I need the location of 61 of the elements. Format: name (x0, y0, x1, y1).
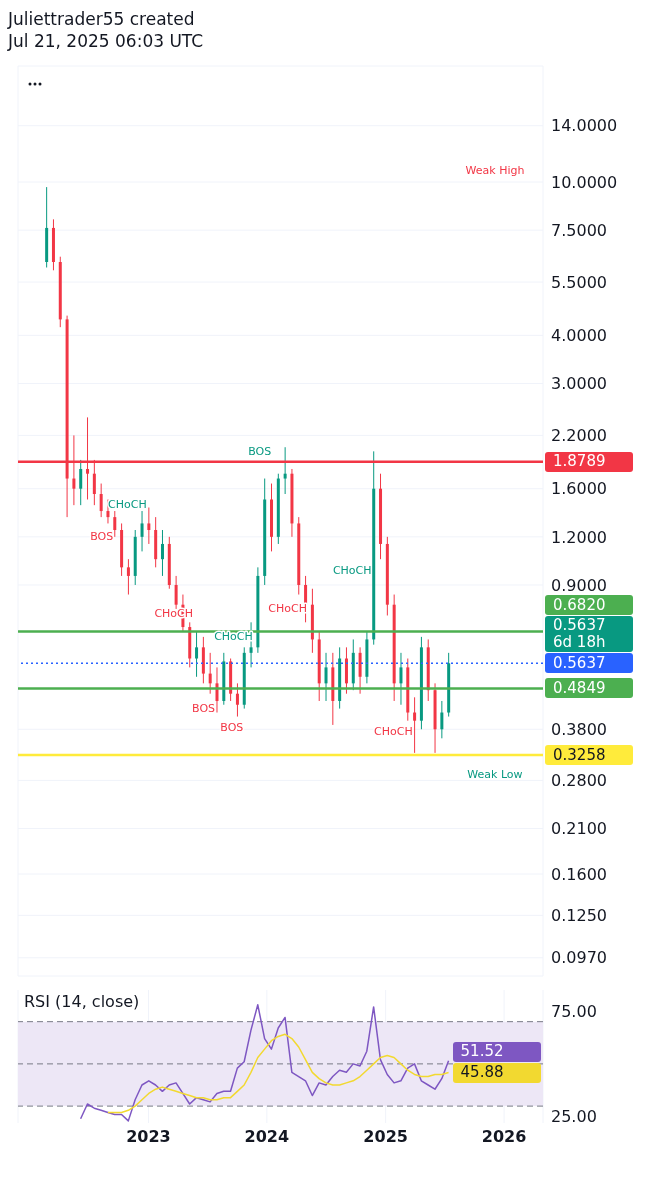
annotation: BOS (90, 530, 114, 544)
candlestick (283, 446, 287, 495)
y-tick-label: 4.0000 (551, 326, 607, 346)
data-label: 45.88 (460, 1063, 505, 1082)
y-tick-label: 0.1250 (551, 906, 607, 926)
y-tick-label: 5.5000 (551, 272, 607, 292)
y-tick-label: 75.00 (551, 1001, 597, 1021)
y-tick-label: 0.9000 (551, 575, 607, 595)
x-tick-label: 2026 (481, 1127, 527, 1147)
candlestick (208, 652, 212, 695)
text: 0.5637 6d 18h (553, 616, 607, 652)
candlestick (106, 498, 110, 524)
annotation: CHoCH (108, 497, 147, 511)
x-tick-label: 2024 (244, 1127, 290, 1147)
y-tick-label: 0.0970 (551, 948, 607, 968)
x-tick-label: 2023 (126, 1127, 171, 1147)
candlestick (99, 483, 103, 518)
candlestick (440, 700, 444, 739)
candlestick (113, 510, 117, 538)
candlestick (235, 682, 239, 718)
y-tick-label: 1.6000 (551, 479, 607, 499)
candlestick (160, 529, 164, 577)
y-tick-label: 0.2800 (551, 771, 607, 791)
candlestick (324, 652, 328, 702)
line-series (107, 1033, 450, 1114)
annotation: Weak Low (467, 768, 523, 782)
ref-line-label: 0.5637 (553, 653, 607, 672)
y-tick-label: 0.2100 (551, 819, 607, 839)
candlestick (195, 631, 199, 678)
chart-subtitle: Jul 21, 2025 06:03 UTC (8, 30, 205, 52)
y-tick-label: 25.00 (551, 1107, 597, 1127)
y-tick-label: 1.2000 (551, 527, 607, 547)
annotation: BOS (220, 720, 244, 734)
candlestick (174, 575, 178, 610)
annotation: CHoCH (374, 724, 413, 738)
candlestick (147, 506, 151, 545)
ref-line-label: 0.3258 (553, 745, 607, 764)
annotation: CHoCH (332, 564, 372, 578)
data-label: 51.52 (460, 1042, 505, 1061)
chart-title: RSI (14, close) (24, 992, 140, 1011)
ref-line-label: 0.4849 (553, 678, 607, 697)
annotation: Weak High (465, 164, 525, 178)
y-tick-label: 7.5000 (551, 220, 607, 240)
candlestick (413, 696, 417, 754)
y-tick-label: 10.0000 (551, 172, 618, 192)
candlestick (79, 459, 83, 506)
y-tick-label: 14.0000 (551, 116, 618, 136)
y-tick-label: 0.1600 (551, 864, 607, 884)
x-tick-label: 2025 (363, 1127, 408, 1147)
y-tick-label: 2.2000 (551, 426, 607, 446)
ref-line-label: 1.8789 (553, 452, 607, 471)
annotation: BOS (248, 444, 272, 458)
candlestick (140, 510, 144, 552)
candlestick (126, 558, 130, 596)
candlestick (399, 652, 403, 706)
ref-line-label: 0.6820 (553, 595, 607, 614)
chart-title: Juliettrader55 created (8, 8, 196, 30)
annotation: BOS (192, 702, 216, 716)
y-tick-label: 3.0000 (551, 374, 607, 394)
candlestick (358, 646, 362, 695)
y-tick-label: 0.3800 (551, 719, 607, 739)
